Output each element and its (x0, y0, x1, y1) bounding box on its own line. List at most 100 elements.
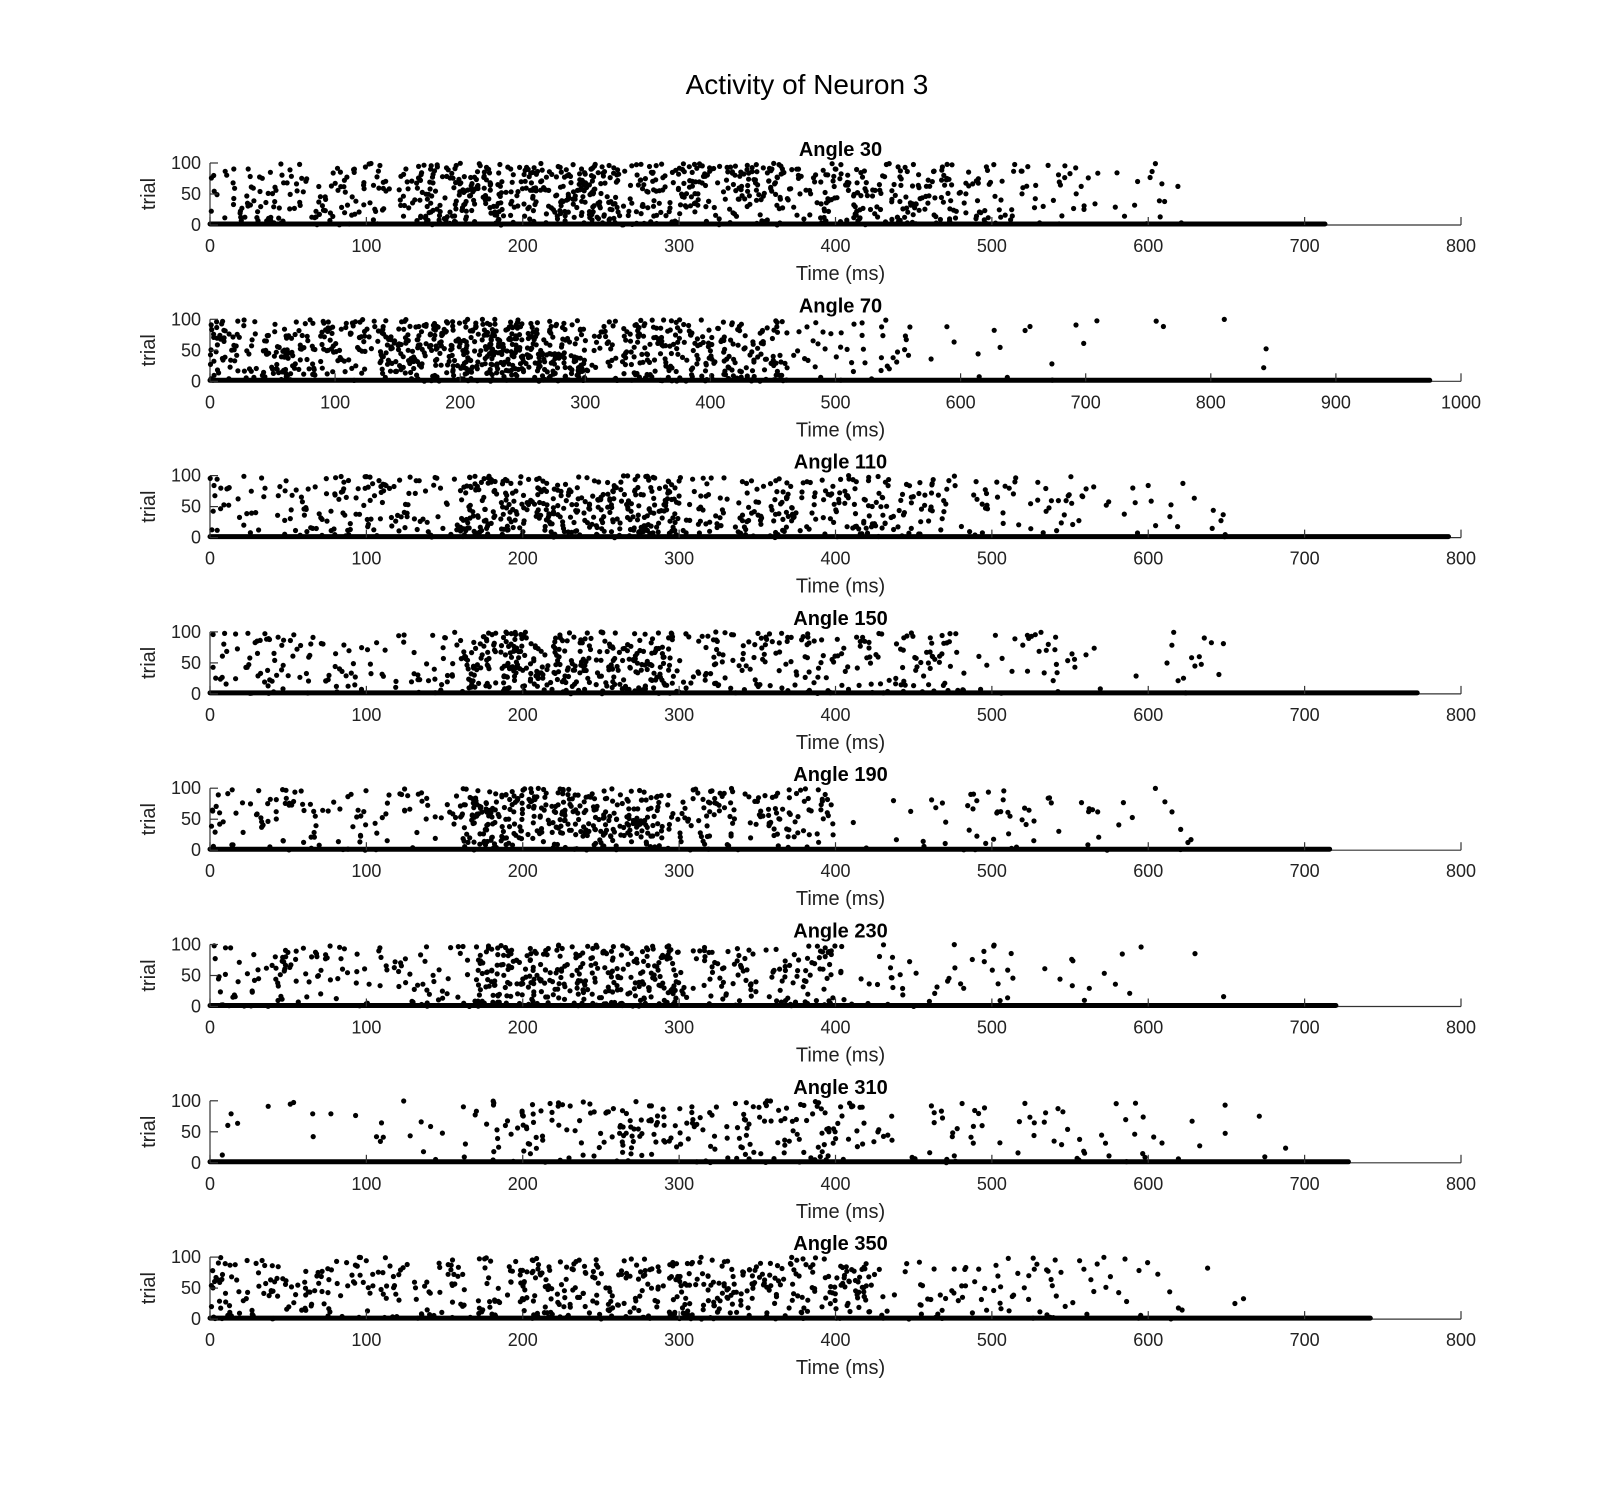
spike-dot (946, 176, 952, 182)
spike-dot (753, 821, 759, 827)
spike-dot (521, 505, 527, 511)
spike-dot (910, 201, 916, 207)
spike-dot (272, 657, 278, 664)
spike-dot (789, 1118, 796, 1124)
spike-dot (569, 322, 575, 328)
spike-dot (653, 177, 659, 183)
spike-dot (839, 651, 845, 657)
spike-dot (534, 476, 540, 482)
spike-dot (520, 358, 527, 364)
spike-dot (620, 646, 626, 652)
spike-dot (753, 979, 759, 985)
spike-dot (624, 821, 630, 827)
spike-dot (648, 523, 654, 529)
spike-dot (247, 655, 253, 661)
spike-dot (758, 351, 764, 357)
spike-dot (746, 504, 752, 510)
spike-dot (661, 508, 667, 514)
spike-dot (229, 347, 235, 353)
spike-dot (786, 1138, 792, 1144)
spike-dot (429, 347, 435, 353)
spike-dot (728, 831, 734, 837)
x-tick-label: 900 (1321, 392, 1351, 412)
spike-dot (779, 685, 785, 691)
x-tick-label: 700 (1290, 705, 1320, 725)
spike-dot (516, 332, 523, 338)
spike-dot (635, 339, 641, 345)
spike-dot (621, 353, 627, 359)
spike-dot (372, 820, 378, 826)
spike-dot (1043, 647, 1049, 653)
spike-dot (370, 217, 376, 223)
spike-dot (1095, 170, 1101, 176)
spike-dot (272, 954, 278, 960)
spike-dot (825, 813, 831, 819)
spike-dot (681, 339, 687, 345)
spike-dot (715, 180, 721, 186)
spike-dot (725, 948, 731, 955)
spike-dot (658, 954, 664, 961)
spike-dot (459, 205, 466, 211)
spike-dot (491, 642, 497, 648)
spike-dot (854, 665, 860, 671)
spike-dot (455, 944, 461, 950)
spike-dot (877, 681, 884, 687)
spike-dot (332, 492, 338, 498)
spike-dot (475, 359, 481, 365)
spike-dot (262, 338, 268, 344)
spike-dot (498, 500, 504, 506)
spike-dot (534, 320, 541, 326)
spike-dot (653, 334, 659, 340)
spike-dot (632, 488, 638, 494)
spike-dot (453, 338, 459, 344)
spike-dot (392, 959, 398, 965)
spike-dot (493, 799, 499, 805)
spike-dot (251, 198, 257, 204)
spike-dot (333, 996, 339, 1002)
spike-dot (460, 348, 466, 354)
spike-dot (676, 500, 682, 506)
spike-dot (796, 1136, 802, 1142)
spike-dot (923, 183, 930, 189)
spike-dot (563, 167, 569, 173)
x-tick-label: 100 (351, 1018, 381, 1038)
spike-dot (791, 514, 797, 520)
spike-dot (356, 209, 362, 215)
spike-dot (900, 985, 906, 992)
spike-dot (495, 811, 501, 818)
spike-dot (711, 662, 718, 668)
spike-dot (929, 797, 935, 803)
spike-dot (310, 634, 316, 641)
spike-dot (900, 664, 906, 671)
spike-dot (694, 336, 701, 342)
spike-dot (372, 324, 378, 330)
spike-dot (529, 499, 535, 505)
spike-dot (361, 202, 367, 208)
spike-dot (503, 629, 509, 635)
spike-dot (301, 839, 307, 846)
spike-dot (770, 357, 776, 364)
spike-dot (687, 332, 694, 338)
spike-dot (675, 515, 681, 522)
spike-dot (603, 680, 609, 686)
spike-dot (694, 165, 700, 171)
spike-dot (712, 795, 718, 802)
spike-dot (561, 174, 568, 180)
spike-dot (796, 329, 802, 335)
spike-dot (235, 496, 241, 502)
x-tick-label: 500 (977, 236, 1007, 256)
spike-dot (500, 634, 507, 641)
spike-dot (377, 983, 383, 989)
spike-dot (362, 348, 368, 354)
spike-dot (339, 668, 345, 675)
spike-dot (736, 952, 742, 959)
spike-dot (234, 646, 240, 652)
spike-dot (791, 952, 797, 958)
spike-dot (925, 177, 931, 183)
spike-dot (272, 199, 278, 205)
spike-dot (521, 520, 527, 526)
spike-dot (739, 479, 746, 485)
spike-dot (538, 826, 545, 832)
spike-dot (555, 825, 562, 831)
